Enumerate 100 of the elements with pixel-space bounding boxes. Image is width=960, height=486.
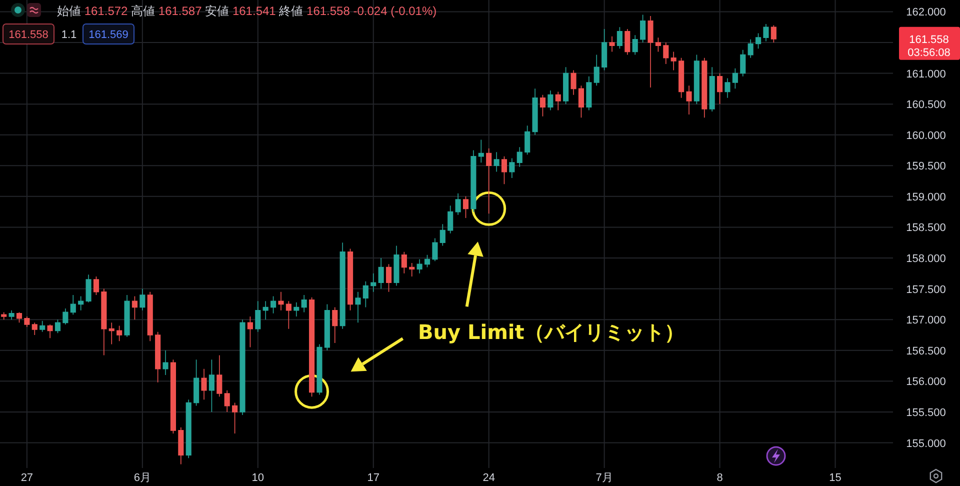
candlestick xyxy=(632,34,638,56)
y-tick-label: 156.500 xyxy=(906,345,946,358)
candlestick xyxy=(524,125,530,155)
candlestick xyxy=(116,325,122,342)
candlestick xyxy=(594,54,600,86)
y-tick-label: 161.000 xyxy=(906,68,946,80)
candlestick xyxy=(602,28,608,71)
candlestick xyxy=(16,312,22,324)
candlestick xyxy=(8,310,14,320)
candlestick xyxy=(555,91,561,111)
candlestick xyxy=(378,258,384,290)
candlestick xyxy=(370,273,376,292)
candlestick xyxy=(355,291,361,324)
x-tick-label: 24 xyxy=(482,472,495,484)
candlestick xyxy=(201,368,207,400)
candlestick xyxy=(232,402,238,434)
y-tick-label: 162.000 xyxy=(906,6,946,19)
candlestick xyxy=(86,274,92,303)
candlestick xyxy=(409,262,415,277)
candlestick xyxy=(424,254,430,268)
candlestick xyxy=(663,42,669,64)
candlestick xyxy=(147,291,153,342)
candlestick xyxy=(240,319,246,416)
candlestick xyxy=(286,300,292,330)
candlestick xyxy=(670,51,676,71)
candlestick xyxy=(255,300,261,332)
y-tick-label: 155.500 xyxy=(906,406,946,419)
candlestick xyxy=(540,94,546,117)
candlestick xyxy=(224,390,230,412)
candlestick xyxy=(124,294,130,338)
candlestick xyxy=(394,245,400,286)
candlestick xyxy=(548,90,554,111)
candlestick xyxy=(740,49,746,77)
x-tick-label: 17 xyxy=(367,472,380,484)
candlestick xyxy=(532,88,538,136)
candlestick xyxy=(416,258,422,274)
text: 03:56:08 xyxy=(908,46,950,59)
text: 161.558 xyxy=(909,34,949,46)
candlestick xyxy=(386,264,392,292)
candlestick xyxy=(432,238,438,262)
candlestick xyxy=(1,312,7,320)
candlestick xyxy=(178,426,184,465)
candlestick xyxy=(401,251,407,274)
x-tick-label: 15 xyxy=(829,472,842,484)
x-tick-label: 7月 xyxy=(596,472,613,484)
candlestick xyxy=(332,306,338,344)
candlestick xyxy=(186,399,192,459)
candlestick xyxy=(208,359,214,412)
candlestick xyxy=(648,16,654,88)
annotation: 161.558 xyxy=(303,4,350,18)
y-tick-label: 157.500 xyxy=(906,284,946,296)
candlestick xyxy=(440,224,446,246)
candlestick xyxy=(678,57,684,98)
candlestick xyxy=(586,76,592,111)
candlestick xyxy=(578,85,584,118)
candlestick xyxy=(347,248,354,311)
y-tick-label: 160.000 xyxy=(906,130,946,142)
x-tick-label: 27 xyxy=(20,472,34,484)
annotation: 161.558 xyxy=(8,29,48,41)
candlestick xyxy=(216,354,222,397)
candlestick xyxy=(294,302,300,317)
candlestick xyxy=(570,70,576,96)
candlestick xyxy=(724,78,730,98)
candlestick xyxy=(247,316,253,348)
candlestick xyxy=(54,319,61,334)
candlestick xyxy=(324,304,330,351)
candlestick xyxy=(301,294,307,313)
x-tick-label: 6月 xyxy=(134,472,151,484)
y-tick-label: 155.000 xyxy=(906,438,946,450)
candlestick xyxy=(501,156,508,185)
candlestick xyxy=(686,85,692,115)
candlestick xyxy=(609,36,615,52)
candlestick xyxy=(140,288,146,311)
candlestick xyxy=(455,192,461,216)
candlestick xyxy=(709,66,715,112)
y-tick-label: 158.000 xyxy=(906,253,946,266)
candlestick xyxy=(563,66,569,104)
x-tick-label: 8 xyxy=(716,472,723,484)
candlestick xyxy=(47,324,53,338)
candlestick xyxy=(478,139,484,163)
candlestick xyxy=(748,39,754,58)
candlestick xyxy=(448,205,454,234)
candlestick xyxy=(194,359,200,406)
candlestick xyxy=(70,294,76,316)
candlestick xyxy=(755,32,762,50)
candlestick xyxy=(93,276,100,296)
y-tick-label: 156.000 xyxy=(906,376,946,388)
candlestick xyxy=(40,320,46,332)
y-tick-label: 159.500 xyxy=(906,160,946,173)
candlestick xyxy=(362,281,368,308)
annotation: 161.569 xyxy=(88,29,128,41)
candlestick xyxy=(770,24,776,43)
candlestick xyxy=(24,316,30,328)
candlestick xyxy=(640,14,646,43)
candlestick xyxy=(78,296,84,311)
candlestick xyxy=(62,308,68,325)
candlestick xyxy=(462,196,469,218)
candlestick xyxy=(132,296,138,320)
x-tick-label: 10 xyxy=(252,472,264,484)
candlestick xyxy=(702,57,708,118)
